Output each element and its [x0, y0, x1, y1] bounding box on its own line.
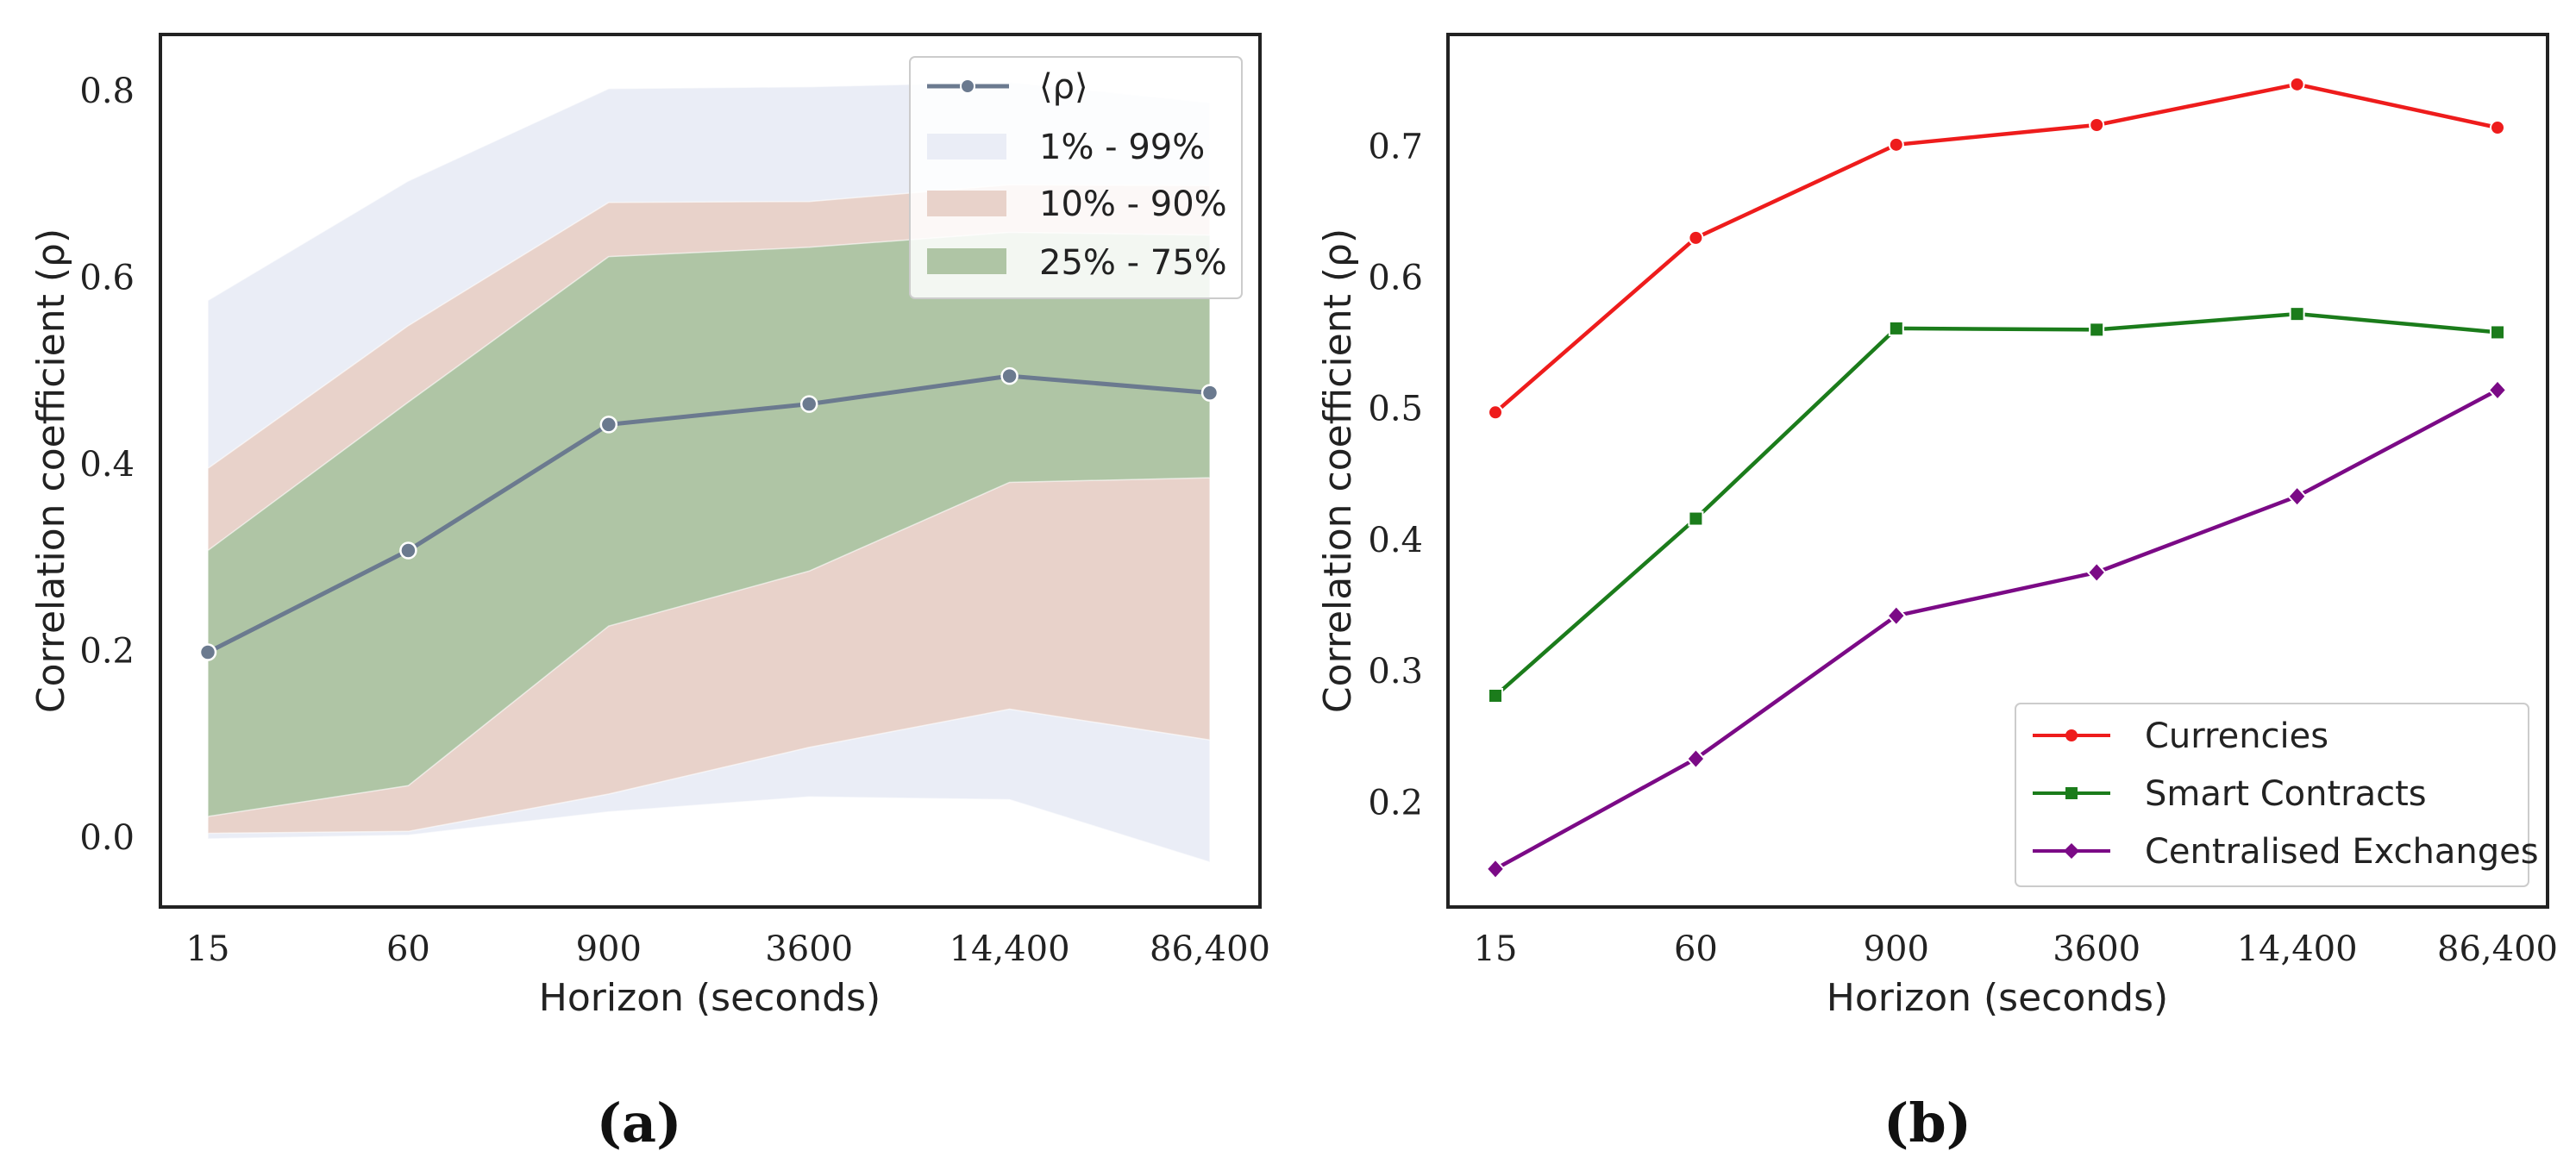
panel-b-point-centralised-exchanges [2487, 378, 2508, 401]
panel-b-legend-label-smart-contracts: Smart Contracts [2145, 774, 2427, 814]
panel-a-mean-point [799, 395, 818, 413]
panel-b-frame [1446, 33, 2549, 909]
panel-b-caption: (b) [1883, 1092, 1971, 1154]
panel-b-xtick-5: 86,400 [2437, 929, 2558, 969]
panel-b-point-centralised-exchanges [2287, 485, 2307, 508]
panel-b-x-axis: 15 60 900 3600 14,400 86,400 [1474, 929, 2558, 969]
panel-b-ytick-2: 0.4 [1368, 521, 1423, 560]
panel-b: 0.2 0.3 0.4 0.5 0.6 0.7 15 60 900 3600 1… [1316, 33, 2558, 1154]
panel-b-legend-label-currencies: Currencies [2145, 716, 2328, 756]
panel-b-point-smart-contracts [2289, 306, 2305, 322]
panel-b-point-centralised-exchanges [1686, 748, 1706, 770]
panel-b-legend-currencies-marker [2065, 729, 2078, 741]
panel-b-legend-centralised-exchanges-marker [2064, 843, 2079, 859]
panel-a-legend-box [909, 56, 1243, 299]
panel-a-caption: (a) [597, 1092, 682, 1154]
panel-b-line-currencies [1494, 82, 2498, 414]
panel-a-legend: ⟨ρ⟩ 1% - 99% 10% - 90% 25% - 75% [909, 56, 1243, 299]
panel-b-y-axis: 0.2 0.3 0.4 0.5 0.6 0.7 [1368, 127, 1423, 823]
panel-b-point-centralised-exchanges [1485, 858, 1506, 880]
panel-b-ytick-4: 0.6 [1368, 259, 1423, 298]
panel-a-mean-line [206, 373, 1211, 654]
panel-b-point-centralised-exchanges [1886, 604, 1907, 627]
panel-b-xtick-3: 3600 [2053, 929, 2140, 969]
panel-a-mean-point [599, 416, 618, 434]
panel-b-legend-box [2015, 703, 2529, 887]
panel-a-legend-swatch-1-99 [927, 134, 1006, 160]
panel-b-point-currencies [2490, 120, 2505, 136]
panel-a-ytick-2: 0.4 [79, 445, 135, 485]
panel-a-legend-mean-marker [960, 78, 975, 94]
panel-a-legend-label-25-75: 25% - 75% [1039, 243, 1227, 283]
panel-a-xtick-3: 3600 [765, 929, 853, 969]
panel-a-xtick-5: 86,400 [1150, 929, 1270, 969]
panel-b-ytick-3: 0.5 [1368, 390, 1423, 429]
panel-b-x-axis-title: Horizon (seconds) [1827, 976, 2168, 1020]
panel-b-point-smart-contracts [2089, 322, 2105, 338]
panel-a-xtick-1: 60 [386, 929, 430, 969]
panel-b-point-currencies [1688, 229, 1704, 246]
panel-b-line-smart-contracts [1494, 311, 2498, 697]
panel-b-ytick-5: 0.7 [1368, 127, 1423, 166]
panel-a-x-axis-title: Horizon (seconds) [539, 976, 881, 1020]
panel-b-point-smart-contracts [1888, 320, 1904, 336]
panel-a-y-axis: 0.0 0.2 0.4 0.6 0.8 [79, 72, 135, 858]
panel-b-xtick-0: 15 [1474, 929, 1518, 969]
panel-b-ytick-1: 0.3 [1368, 652, 1423, 691]
panel-b-line-centralised-exchanges [1494, 388, 2499, 871]
panel-a-ytick-1: 0.2 [79, 631, 135, 671]
panel-a-legend-label-10-90: 10% - 90% [1039, 185, 1227, 224]
panel-a-legend-label-mean: ⟨ρ⟩ [1039, 67, 1088, 107]
panel-a: 0.0 0.2 0.4 0.6 0.8 15 60 900 3600 14,40… [29, 33, 1270, 1154]
panel-b-point-currencies [1488, 404, 1503, 421]
panel-b-point-smart-contracts [2490, 324, 2505, 341]
panel-b-legend: Currencies Smart Contracts Centralised E… [2015, 703, 2539, 887]
panel-a-legend-label-1-99: 1% - 99% [1039, 128, 1205, 167]
panel-a-x-axis: 15 60 900 3600 14,400 86,400 [186, 929, 1270, 969]
panel-b-xtick-4: 14,400 [2237, 929, 2358, 969]
panel-a-mean-point [399, 541, 417, 560]
panel-a-band-2 [207, 231, 1211, 817]
panel-a-mean-point [198, 643, 217, 661]
panel-b-point-smart-contracts [1488, 687, 1503, 704]
panel-b-point-smart-contracts [1688, 510, 1704, 527]
panel-a-ytick-4: 0.8 [79, 72, 135, 111]
panel-b-xtick-1: 60 [1674, 929, 1718, 969]
panel-a-xtick-4: 14,400 [950, 929, 1070, 969]
panel-a-xtick-0: 15 [186, 929, 230, 969]
panel-a-mean-series [198, 366, 1219, 661]
panel-a-legend-swatch-25-75 [927, 248, 1006, 274]
panel-b-point-currencies [2289, 76, 2305, 92]
panel-b-point-currencies [2089, 117, 2105, 134]
panel-b-ytick-0: 0.2 [1368, 783, 1423, 823]
panel-b-point-centralised-exchanges [2086, 561, 2107, 584]
panel-b-series [1485, 76, 2508, 880]
panel-a-xtick-2: 900 [576, 929, 642, 969]
panel-a-mean-point [1200, 384, 1219, 402]
panel-b-xtick-2: 900 [1864, 929, 1929, 969]
panel-b-y-axis-title: Correlation coefficient (ρ) [1316, 228, 1360, 713]
panel-a-frame [159, 33, 1262, 909]
panel-a-legend-swatch-10-90 [927, 191, 1006, 216]
panel-b-legend-smart-contracts-marker [2065, 787, 2078, 799]
panel-a-y-axis-title: Correlation coefficient (ρ) [29, 228, 73, 713]
panel-b-point-currencies [1888, 136, 1904, 153]
panel-a-mean-point [1000, 366, 1018, 385]
panel-a-ytick-3: 0.6 [79, 258, 135, 297]
panel-b-legend-label-centralised-exchanges: Centralised Exchanges [2145, 832, 2539, 872]
panel-a-ytick-0: 0.0 [79, 818, 135, 858]
